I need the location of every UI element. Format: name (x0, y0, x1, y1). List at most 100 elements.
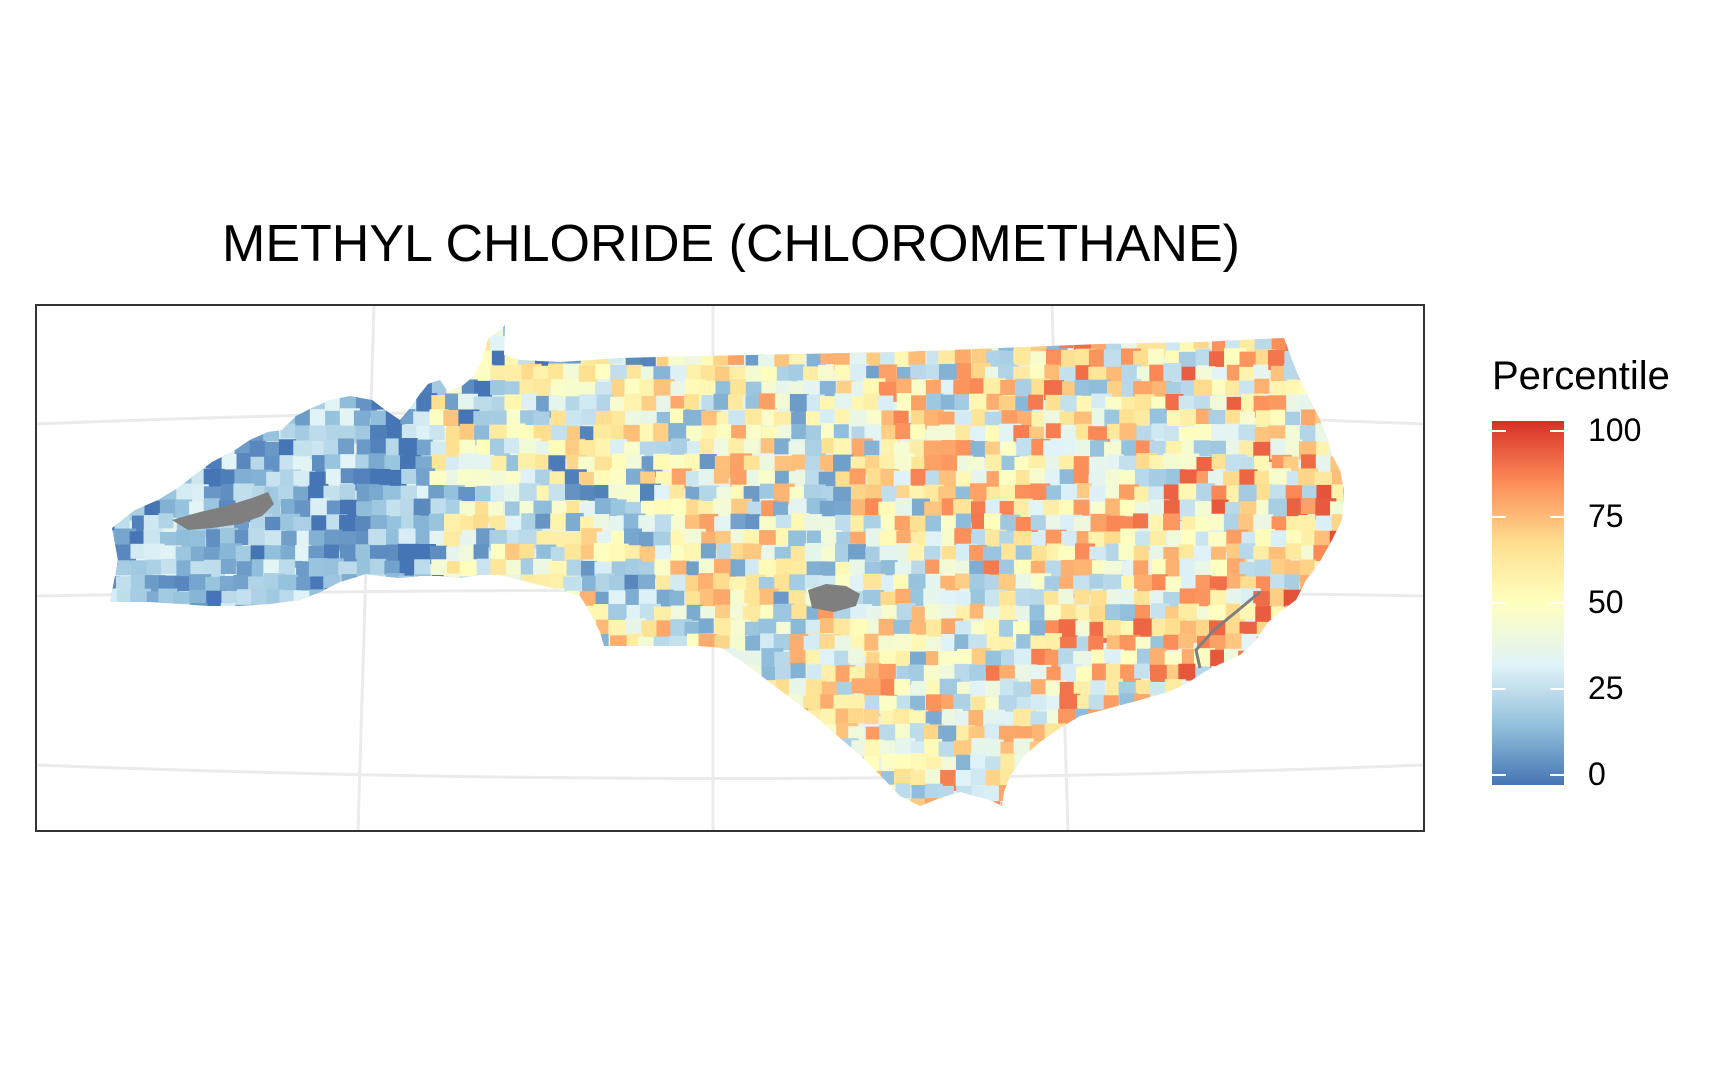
tract-cell (670, 605, 688, 623)
tract-cell (626, 724, 645, 743)
tract-cell (1075, 365, 1091, 381)
tract-cell (894, 515, 914, 535)
tract-cell (1105, 469, 1125, 489)
tract-cell (490, 559, 507, 576)
tract-cell (444, 696, 462, 714)
tract-cell (790, 663, 806, 679)
tract-cell (371, 499, 391, 519)
tract-cell (1347, 529, 1365, 547)
tract-cell (1330, 501, 1344, 518)
tract-cell (728, 438, 747, 457)
tract-cell (205, 410, 226, 431)
tract-cell (1149, 325, 1168, 337)
tract-cell (113, 770, 134, 791)
tract-cell (340, 468, 356, 484)
tract-cell (834, 364, 850, 380)
tract-cell (821, 438, 837, 454)
tract-cell (1195, 516, 1211, 532)
tract-cell (110, 696, 117, 715)
tract-cell (835, 514, 853, 532)
tract-cell (534, 786, 551, 803)
tract-cell (190, 348, 212, 370)
tract-cell (519, 543, 535, 559)
tract-cell (386, 499, 404, 517)
tract-cell (234, 665, 250, 681)
tract-cell (278, 694, 301, 717)
tract-cell (401, 468, 417, 484)
tract-cell (536, 726, 554, 744)
tract-cell (624, 334, 645, 355)
tract-cell (611, 738, 627, 754)
tract-cell (251, 325, 272, 341)
tract-cell (578, 726, 597, 745)
tract-cell (296, 801, 316, 806)
tract-cell (1225, 633, 1244, 652)
tract-cell (309, 334, 331, 356)
tract-cell (1285, 663, 1304, 682)
tract-cell (251, 588, 269, 606)
tract-cell (1148, 756, 1171, 779)
tract-cell (308, 530, 328, 550)
tract-cell (131, 350, 149, 368)
tract-cell (1015, 573, 1035, 593)
tract-cell (1346, 379, 1361, 394)
tract-cell (236, 589, 252, 605)
tract-cell (506, 530, 522, 546)
tract-cell (326, 424, 342, 440)
tract-cell (371, 604, 387, 620)
tract-cell (1121, 711, 1137, 727)
tract-cell (596, 619, 613, 636)
tract-cell (473, 753, 491, 771)
tract-cell (1315, 679, 1335, 699)
tract-cell (280, 423, 296, 439)
tract-cell (533, 325, 556, 343)
tract-cell (1180, 529, 1198, 547)
tract-cell (340, 666, 358, 684)
tract-cell (1331, 666, 1344, 683)
tract-cell (129, 394, 149, 414)
tract-cell (654, 648, 674, 668)
tract-cell (1268, 753, 1291, 776)
tract-cell (1059, 783, 1080, 804)
tract-cell (924, 545, 941, 562)
tract-cell (506, 693, 529, 716)
tract-cell (1210, 546, 1226, 562)
tract-cell (865, 784, 881, 800)
tract-cell (218, 649, 238, 669)
tract-cell (110, 350, 116, 367)
tract-cell (1181, 800, 1202, 806)
tract-cell (236, 561, 254, 579)
tract-cell (580, 544, 596, 560)
tract-cell (940, 394, 956, 410)
tract-cell (1209, 784, 1228, 803)
tract-cell (159, 770, 178, 789)
tract-cell (1301, 799, 1322, 806)
tract-cell (234, 530, 250, 546)
tract-cell (1345, 620, 1362, 637)
tract-cell (176, 798, 199, 806)
tract-cell (175, 753, 192, 770)
tract-cell (476, 605, 498, 627)
tract-cell (398, 575, 421, 598)
tract-cell (1208, 681, 1226, 699)
tract-cell (503, 741, 525, 763)
tract-cell (1224, 501, 1240, 517)
tract-cell (431, 606, 451, 626)
tract-cell (413, 515, 434, 536)
tract-cell (340, 619, 359, 638)
tract-cell (686, 604, 703, 621)
tract-cell (1088, 709, 1111, 732)
tract-cell (581, 665, 604, 688)
tract-cell (1300, 559, 1317, 576)
tract-cell (953, 693, 971, 711)
tract-cell (535, 753, 558, 776)
tract-cell (386, 325, 409, 344)
tract-cell (266, 351, 285, 370)
tract-cell (1329, 335, 1344, 352)
tract-cell (1343, 603, 1344, 623)
tract-cell (566, 410, 583, 427)
tract-cell (1195, 349, 1212, 366)
tract-cell (1254, 471, 1271, 488)
tract-cell (1298, 723, 1314, 739)
tract-cell (1315, 455, 1331, 471)
